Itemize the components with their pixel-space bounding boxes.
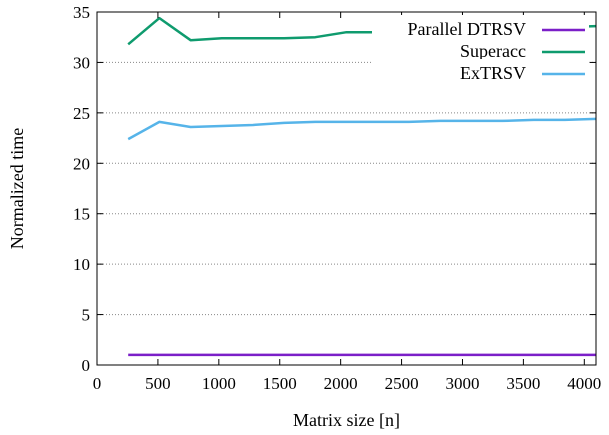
x-tick-label: 1000 (202, 374, 236, 393)
x-tick-label: 2500 (385, 374, 419, 393)
y-tick-label: 10 (73, 255, 90, 274)
legend-label-extrsv: ExTRSV (460, 63, 526, 83)
legend-background (372, 37, 589, 58)
y-axis-label: Normalized time (7, 128, 27, 249)
axis-ticks: 0 5 10 15 20 25 30 35 0 500 1000 1500 2000 2500 3000 35… (73, 3, 601, 393)
x-tick-label: 1500 (263, 374, 297, 393)
y-tick-label: 25 (73, 104, 90, 123)
y-tick-label: 20 (73, 154, 90, 173)
legend-background (372, 15, 589, 36)
y-tick-label: 35 (73, 3, 90, 22)
x-axis-label: Matrix size [n] (293, 410, 400, 430)
legend-background (372, 59, 589, 80)
x-tick-label: 4000 (567, 374, 601, 393)
y-tick-label: 15 (73, 205, 90, 224)
plot-area-frame (96, 11, 597, 366)
y-tick-label: 0 (82, 356, 91, 375)
y-tick-label: 30 (73, 53, 90, 72)
x-tick-label: 500 (145, 374, 171, 393)
grid-lines (97, 61, 596, 316)
x-tick-label: 0 (93, 374, 102, 393)
legend-label-superacc: Superacc (460, 41, 526, 61)
x-tick-label: 2000 (324, 374, 358, 393)
x-tick-label: 3000 (445, 374, 479, 393)
y-tick-label: 5 (82, 306, 91, 325)
x-tick-label: 3500 (506, 374, 540, 393)
legend-label-parallel-dtrsv: Parallel DTRSV (408, 19, 527, 39)
series-line-extrsv (127, 117, 597, 141)
